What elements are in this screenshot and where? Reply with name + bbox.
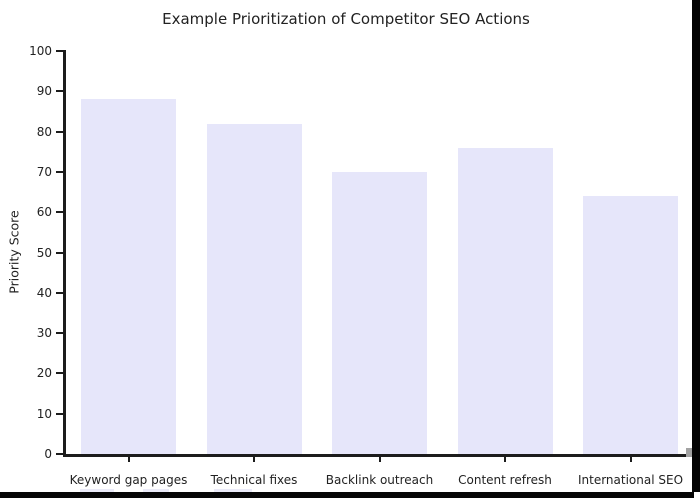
window-right-border: [692, 0, 700, 492]
cropped-bar-fragment: [214, 489, 252, 492]
y-axis-tick-label: 10: [36, 406, 52, 421]
x-axis-tick-label: International SEO: [577, 473, 684, 487]
y-axis-tick-label: 70: [36, 164, 52, 179]
y-axis-tick: [56, 453, 63, 455]
y-axis-tick-label: 0: [44, 447, 52, 461]
y-axis-tick: [56, 332, 63, 335]
y-axis-tick: [56, 291, 63, 294]
y-axis-spine: [63, 50, 66, 456]
x-axis-spine: [63, 454, 690, 457]
resize-grip-icon: [686, 448, 695, 457]
y-axis-tick: [56, 90, 63, 93]
bar-technical-fixes: [206, 123, 302, 454]
x-axis-tick-label: Content refresh: [458, 473, 552, 487]
y-axis-tick: [56, 170, 63, 173]
x-axis-tick: [127, 456, 130, 462]
y-axis-tick-label: 30: [36, 326, 52, 341]
x-axis-tick-label: Technical fixes: [210, 473, 298, 487]
bar-backlink-outreach: [332, 171, 427, 454]
x-axis-tick: [629, 456, 632, 462]
x-axis-tick: [253, 456, 255, 462]
bar-keyword-gap-pages: [81, 99, 176, 454]
x-axis-tick: [504, 456, 506, 462]
y-axis-tick-label: 100: [29, 44, 52, 58]
y-axis-tick: [56, 412, 63, 415]
x-axis-tick-label: Keyword gap pages: [69, 473, 188, 487]
bar-content-refresh: [457, 147, 553, 454]
x-axis-tick: [378, 456, 381, 462]
cropped-bar-fragment: [80, 489, 114, 492]
y-axis-tick-label: 50: [36, 245, 52, 260]
y-axis-tick-label: 80: [36, 124, 52, 139]
y-axis-tick: [56, 251, 63, 254]
bar-international-seo: [583, 196, 678, 454]
y-axis-tick: [56, 211, 63, 214]
y-axis-tick: [56, 130, 63, 133]
y-axis-tick-label: 40: [36, 285, 52, 300]
y-axis-tick-label: 60: [36, 205, 52, 220]
y-axis-tick: [56, 372, 63, 375]
window-bottom-border: [0, 492, 694, 498]
y-axis-tick-label: 90: [36, 84, 52, 99]
y-axis-tick-label: 20: [36, 366, 52, 381]
chart-title: Example Prioritization of Competitor SEO…: [162, 10, 530, 28]
cropped-bar-fragment: [143, 489, 169, 492]
x-axis-tick-label: Backlink outreach: [325, 473, 434, 487]
y-axis-tick: [56, 50, 63, 52]
